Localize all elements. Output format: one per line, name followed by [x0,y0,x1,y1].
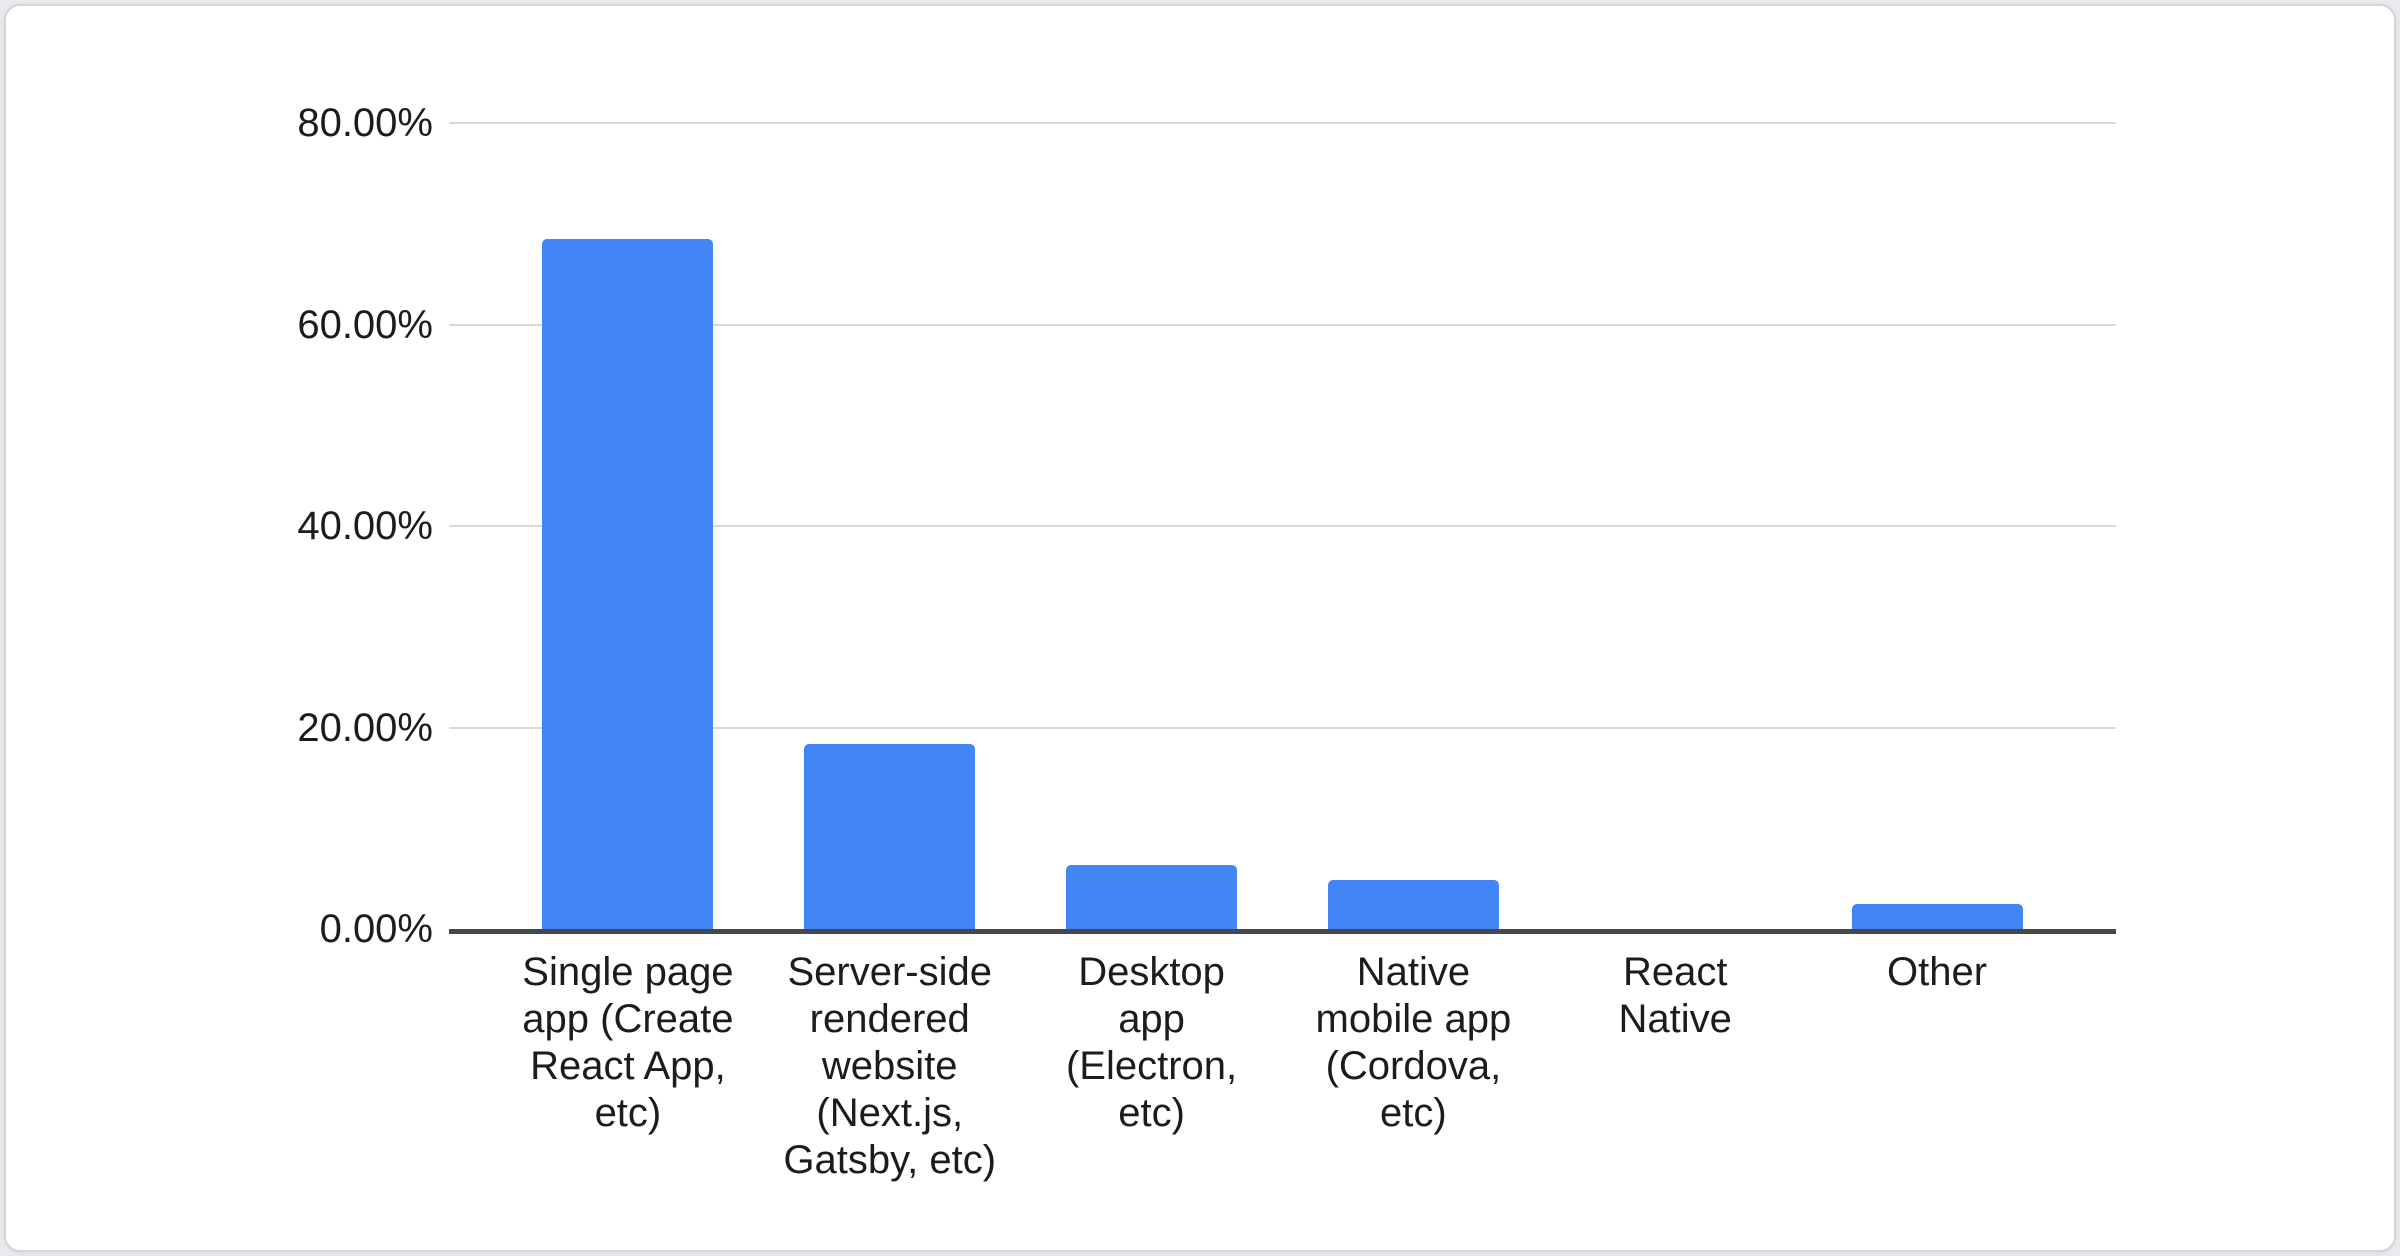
x-axis-category-labels: Single page app (Create React App, etc) S… [497,949,2068,1184]
bar-slot [497,123,759,929]
gridline [449,122,2116,124]
bars-layer [497,123,2068,929]
category-label: Other [1887,950,1988,994]
bar[interactable] [1851,903,2023,929]
category-label: Server-side rendered website (Next.js, G… [783,950,997,1182]
y-tick-label: 40.00% [297,504,433,548]
gridline [449,726,2116,729]
category-label: Native mobile app (Cordova, etc) [1315,950,1512,1135]
bar-slot [1282,123,1544,929]
gridline [449,323,2116,326]
bar[interactable] [804,743,976,929]
bar[interactable] [542,238,714,929]
y-axis-tick-labels: 80.00% 60.00% 40.00% 20.00% 0.00% [6,101,433,951]
plot-area [449,122,2116,934]
y-tick-label: 0.00% [319,907,433,951]
gridline [449,525,2116,527]
y-tick-label: 60.00% [297,302,433,347]
y-tick-label: 20.00% [297,705,433,750]
bar[interactable] [1327,879,1499,929]
category-label: React Native [1618,950,1732,1041]
bar-slot [759,123,1021,929]
y-tick-label: 80.00% [297,101,433,145]
bar[interactable] [1066,864,1238,929]
bar-slot [1021,123,1283,929]
chart-card: 80.00% 60.00% 40.00% 20.00% 0.00% Single pag… [4,4,2396,1252]
x-axis-line [449,929,2116,934]
category-label: Single page app (Create React App, etc) [522,950,734,1135]
category-label: Desktop app (Electron, etc) [1065,950,1238,1135]
bar-slot [1806,123,2068,929]
bar-slot [1544,123,1806,929]
